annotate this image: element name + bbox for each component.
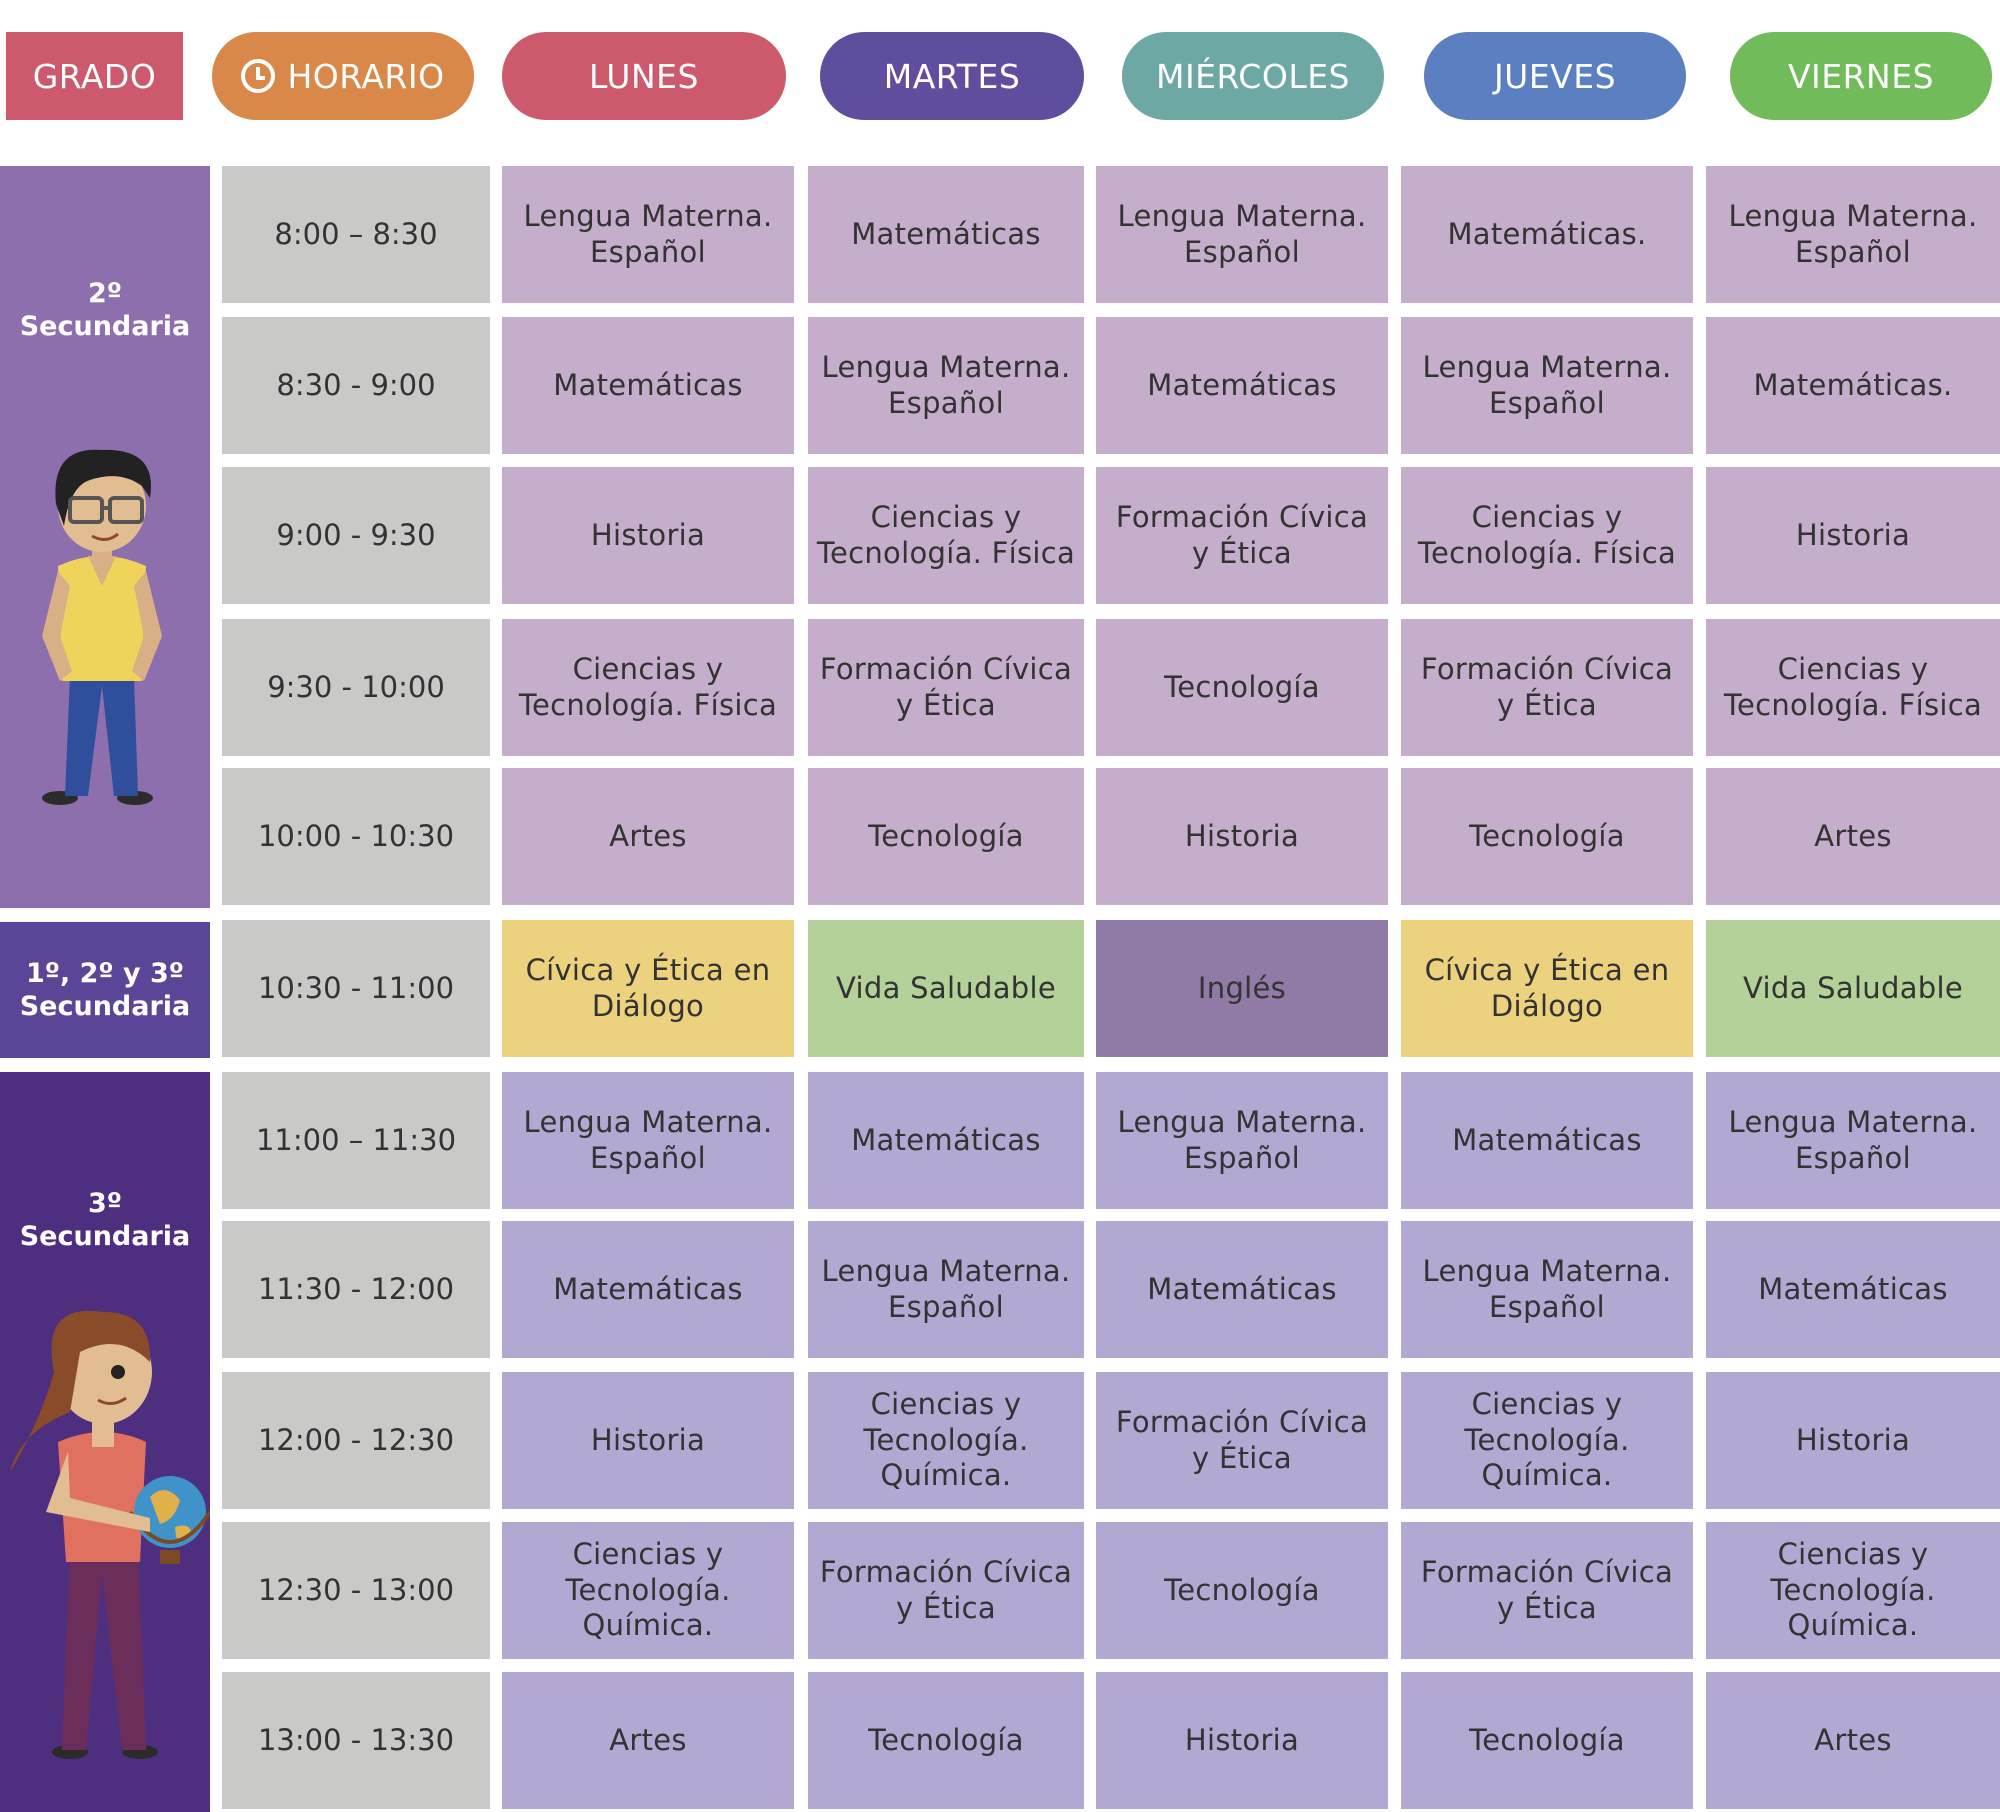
subject-cell-lunes: Lengua Materna. Español	[502, 166, 794, 303]
subject-cell-miercoles: Lengua Materna. Español	[1096, 166, 1388, 303]
subject-cell-viernes: Historia	[1706, 467, 2000, 604]
day-header-viernes: VIERNES	[1730, 32, 1992, 120]
subject-cell-miercoles: Lengua Materna. Español	[1096, 1072, 1388, 1209]
day-header-label: JUEVES	[1493, 56, 1617, 96]
subject-cell-lunes: Cívica y Ética en Diálogo	[502, 920, 794, 1057]
grade-line: 2º	[87, 278, 122, 309]
subject-cell-jueves: Ciencias y Tecnología. Física	[1401, 467, 1693, 604]
subject-cell-viernes: Artes	[1706, 768, 2000, 905]
time-slot: 8:30 - 9:00	[222, 317, 490, 454]
subject-cell-viernes: Ciencias y Tecnología. Física	[1706, 619, 2000, 756]
time-slot: 10:00 - 10:30	[222, 768, 490, 905]
subject-cell-miercoles: Inglés	[1096, 920, 1388, 1057]
time-slot: 10:30 - 11:00	[222, 920, 490, 1057]
day-header-label: VIERNES	[1787, 56, 1935, 96]
time-slot: 8:00 – 8:30	[222, 166, 490, 303]
day-header-label: LUNES	[589, 56, 699, 96]
subject-cell-lunes: Matemáticas	[502, 1221, 794, 1358]
grado-header: GRADO	[6, 32, 183, 120]
time-slot: 11:00 – 11:30	[222, 1072, 490, 1209]
clock-icon	[241, 59, 276, 93]
subject-cell-miercoles: Historia	[1096, 1672, 1388, 1809]
subject-cell-miercoles: Matemáticas	[1096, 1221, 1388, 1358]
grade-block-2nd: 2º Secundaria	[0, 166, 210, 908]
day-header-label: MIÉRCOLES	[1155, 56, 1351, 96]
grade-line: 3º	[87, 1188, 122, 1219]
subject-cell-lunes: Historia	[502, 1372, 794, 1509]
subject-cell-martes: Matemáticas	[808, 1072, 1084, 1209]
day-header-lunes: LUNES	[502, 32, 786, 120]
grado-header-label: GRADO	[32, 56, 157, 96]
subject-cell-martes: Formación Cívica y Ética	[808, 1522, 1084, 1659]
subject-cell-martes: Lengua Materna. Español	[808, 1221, 1084, 1358]
time-slot: 12:30 - 13:00	[222, 1522, 490, 1659]
grade-line: Secundaria	[19, 310, 191, 342]
subject-cell-jueves: Tecnología	[1401, 768, 1693, 905]
subject-cell-jueves: Cívica y Ética en Diálogo	[1401, 920, 1693, 1057]
subject-cell-lunes: Matemáticas	[502, 317, 794, 454]
horario-header: HORARIO	[212, 32, 474, 120]
subject-cell-jueves: Lengua Materna. Español	[1401, 317, 1693, 454]
time-slot: 12:00 - 12:30	[222, 1372, 490, 1509]
horario-header-label: HORARIO	[287, 56, 445, 96]
subject-cell-lunes: Historia	[502, 467, 794, 604]
subject-cell-jueves: Matemáticas.	[1401, 166, 1693, 303]
grade-block-3rd: 3º Secundaria	[0, 1072, 210, 1812]
subject-cell-jueves: Formación Cívica y Ética	[1401, 619, 1693, 756]
grade-line: Secundaria	[19, 1220, 191, 1252]
subject-cell-lunes: Ciencias y Tecnología. Física	[502, 619, 794, 756]
boy-illustration	[42, 449, 162, 805]
subject-cell-martes: Ciencias y Tecnología. Física	[808, 467, 1084, 604]
day-header-label: MARTES	[883, 56, 1021, 96]
subject-cell-martes: Ciencias y Tecnología. Química.	[808, 1372, 1084, 1509]
subject-cell-viernes: Ciencias y Tecnología. Química.	[1706, 1522, 2000, 1659]
time-slot: 11:30 - 12:00	[222, 1221, 490, 1358]
time-slot: 9:30 - 10:00	[222, 619, 490, 756]
time-slot: 13:00 - 13:30	[222, 1672, 490, 1809]
subject-cell-lunes: Lengua Materna. Español	[502, 1072, 794, 1209]
subject-cell-martes: Matemáticas	[808, 166, 1084, 303]
subject-cell-jueves: Matemáticas	[1401, 1072, 1693, 1209]
girl-with-globe-illustration	[10, 1310, 210, 1759]
subject-cell-lunes: Artes	[502, 1672, 794, 1809]
grade-block-all: 1º, 2º y 3º Secundaria	[0, 922, 210, 1058]
subject-cell-jueves: Lengua Materna. Español	[1401, 1221, 1693, 1358]
subject-cell-miercoles: Tecnología	[1096, 1522, 1388, 1659]
subject-cell-miercoles: Matemáticas	[1096, 317, 1388, 454]
subject-cell-miercoles: Historia	[1096, 768, 1388, 905]
subject-cell-viernes: Vida Saludable	[1706, 920, 2000, 1057]
subject-cell-viernes: Lengua Materna. Español	[1706, 166, 2000, 303]
subject-cell-viernes: Artes	[1706, 1672, 2000, 1809]
subject-cell-viernes: Matemáticas	[1706, 1221, 2000, 1358]
subject-cell-viernes: Lengua Materna. Español	[1706, 1072, 2000, 1209]
subject-cell-miercoles: Formación Cívica y Ética	[1096, 467, 1388, 604]
subject-cell-martes: Vida Saludable	[808, 920, 1084, 1057]
subject-cell-jueves: Tecnología	[1401, 1672, 1693, 1809]
subject-cell-miercoles: Formación Cívica y Ética	[1096, 1372, 1388, 1509]
subject-cell-martes: Formación Cívica y Ética	[808, 619, 1084, 756]
subject-cell-martes: Lengua Materna. Español	[808, 317, 1084, 454]
subject-cell-viernes: Matemáticas.	[1706, 317, 2000, 454]
subject-cell-lunes: Ciencias y Tecnología. Química.	[502, 1522, 794, 1659]
subject-cell-jueves: Formación Cívica y Ética	[1401, 1522, 1693, 1659]
subject-cell-jueves: Ciencias y Tecnología. Química.	[1401, 1372, 1693, 1509]
day-header-jueves: JUEVES	[1424, 32, 1686, 120]
subject-cell-miercoles: Tecnología	[1096, 619, 1388, 756]
grade-line: Secundaria	[19, 990, 191, 1022]
day-header-martes: MARTES	[820, 32, 1084, 120]
time-slot: 9:00 - 9:30	[222, 467, 490, 604]
day-header-miercoles: MIÉRCOLES	[1122, 32, 1384, 120]
subject-cell-lunes: Artes	[502, 768, 794, 905]
subject-cell-martes: Tecnología	[808, 768, 1084, 905]
subject-cell-martes: Tecnología	[808, 1672, 1084, 1809]
subject-cell-viernes: Historia	[1706, 1372, 2000, 1509]
grade-line: 1º, 2º y 3º	[25, 958, 185, 989]
